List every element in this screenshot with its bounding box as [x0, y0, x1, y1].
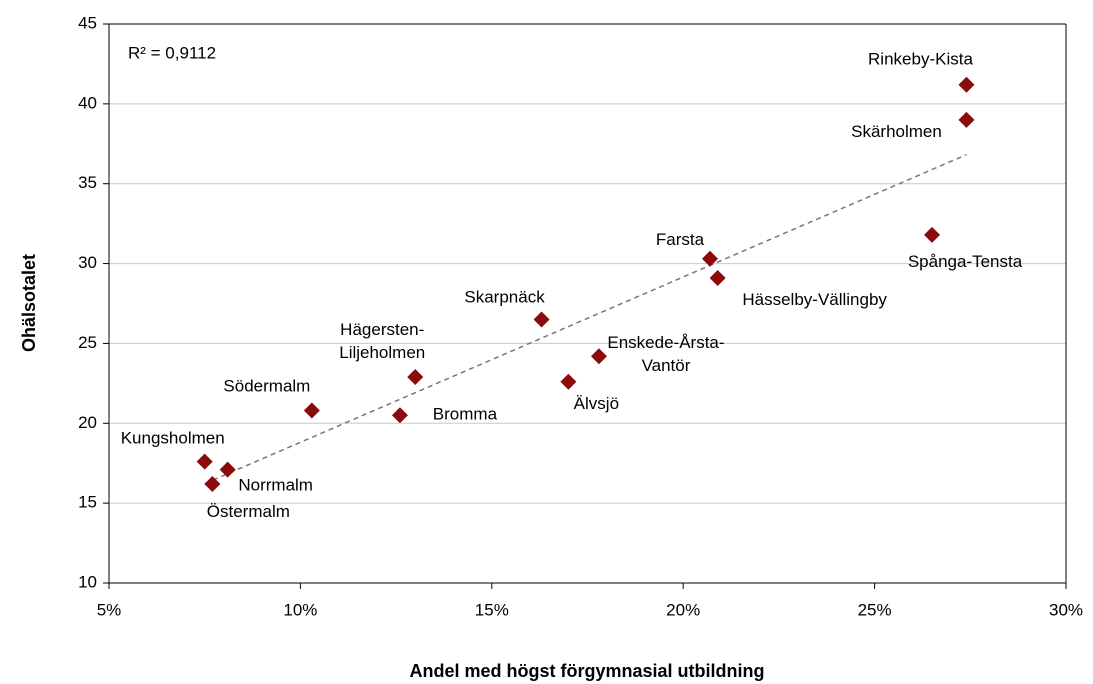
point-label-line: Södermalm: [223, 377, 310, 396]
point-label: Rinkeby-Kista: [868, 50, 973, 69]
point-label: Södermalm: [223, 377, 310, 396]
x-tick-label: 30%: [1049, 600, 1083, 619]
trendline: [204, 153, 967, 485]
point-label: Östermalm: [207, 502, 290, 521]
y-tick-label: 25: [78, 333, 97, 352]
point-label: Spånga-Tensta: [908, 252, 1023, 271]
point-label-line: Spånga-Tensta: [908, 252, 1023, 271]
x-tick-label: 10%: [283, 600, 317, 619]
point-label-line: Älvsjö: [574, 394, 619, 413]
y-tick-label: 10: [78, 572, 97, 591]
data-point: [204, 475, 221, 492]
point-label: Älvsjö: [574, 394, 619, 413]
data-point: [701, 250, 718, 267]
point-label: Skärholmen: [851, 122, 942, 141]
point-label-line: Skärholmen: [851, 122, 942, 141]
data-point: [924, 226, 941, 243]
x-tick-label: 5%: [97, 600, 122, 619]
data-point: [196, 453, 213, 470]
x-axis-title: Andel med högst förgymnasial utbildning: [409, 661, 764, 681]
x-tick-label: 15%: [475, 600, 509, 619]
point-label-line: Vantör: [642, 357, 691, 376]
data-point: [533, 311, 550, 328]
y-tick-label: 20: [78, 413, 97, 432]
point-label: Enskede-Årsta- Vantör: [607, 334, 724, 376]
point-label-line: Rinkeby-Kista: [868, 50, 973, 69]
data-point: [219, 461, 236, 478]
x-tick-label: 20%: [666, 600, 700, 619]
point-label: Kungsholmen: [121, 429, 225, 448]
point-label: Farsta: [656, 230, 705, 249]
point-label: Norrmalm: [238, 476, 313, 495]
point-label-line: Skarpnäck: [464, 288, 545, 307]
y-tick-label: 40: [78, 93, 97, 112]
point-label-line: Hägersten-: [340, 320, 424, 339]
data-point: [958, 111, 975, 128]
data-point: [560, 373, 577, 390]
point-label: Bromma: [433, 405, 498, 424]
point-label-line: Enskede-Årsta-: [607, 334, 724, 353]
point-label-line: Bromma: [433, 405, 498, 424]
point-label-line: Östermalm: [207, 502, 290, 521]
y-tick-label: 35: [78, 173, 97, 192]
point-label-line: Farsta: [656, 230, 705, 249]
point-label-line: Hässelby-Vällingby: [742, 290, 887, 309]
data-point: [391, 407, 408, 424]
y-tick-label: 30: [78, 253, 97, 272]
y-tick-label: 45: [78, 13, 97, 32]
data-point: [590, 348, 607, 365]
point-label-line: Kungsholmen: [121, 429, 225, 448]
data-point: [407, 368, 424, 385]
point-label: Hägersten- Liljeholmen: [339, 320, 425, 362]
data-point: [303, 402, 320, 419]
y-tick-label: 15: [78, 493, 97, 512]
data-point: [958, 76, 975, 93]
y-axis-title: Ohälsotalet: [19, 254, 39, 352]
data-point: [709, 269, 726, 286]
point-label: Hässelby-Vällingby: [742, 290, 887, 309]
point-label-line: Liljeholmen: [339, 343, 425, 362]
point-label-line: Norrmalm: [238, 476, 313, 495]
x-tick-label: 25%: [858, 600, 892, 619]
point-label: Skarpnäck: [464, 288, 545, 307]
r-squared: R² = 0,9112: [128, 43, 216, 62]
